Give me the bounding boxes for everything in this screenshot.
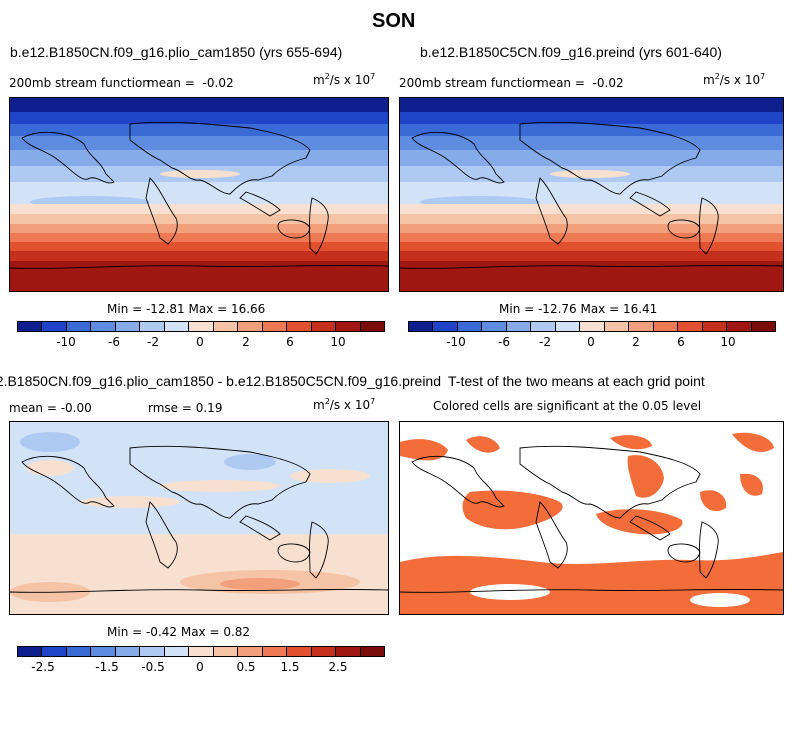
- colorbar-swatch: [18, 322, 43, 331]
- colorbar-swatch: [482, 322, 507, 331]
- difference-map: [10, 422, 388, 614]
- colorbar-swatch: [727, 322, 752, 331]
- colorbar-swatch: [457, 322, 483, 331]
- panel3-map: [9, 421, 389, 615]
- colorbar-swatch: [18, 647, 43, 656]
- colorbar-swatch: [91, 322, 116, 331]
- colorbar-swatch: [360, 322, 385, 331]
- colorbar-tick: 0: [587, 335, 595, 349]
- panel2-title: b.e12.B1850C5CN.f09_g16.preind (yrs 601-…: [420, 44, 722, 60]
- colorbar-abs-1: [17, 321, 385, 332]
- panel1-minmax: Min = -12.81 Max = 16.66: [107, 302, 266, 316]
- colorbar-tick: 2: [632, 335, 640, 349]
- panel2-variable: 200mb stream function: [399, 76, 540, 90]
- colorbar-swatch: [336, 647, 361, 656]
- colorbar-swatch: [164, 322, 190, 331]
- colorbar-swatch: [751, 322, 776, 331]
- significance-map: [400, 422, 783, 614]
- colorbar-swatch: [42, 322, 67, 331]
- colorbar-swatch: [140, 322, 165, 331]
- colorbar-tick: 0: [196, 335, 204, 349]
- colorbar-swatch: [702, 322, 728, 331]
- panel3-minmax: Min = -0.42 Max = 0.82: [107, 625, 251, 639]
- panel3-title: b.e12.B1850CN.f09_g16.plio_cam1850 - b.e…: [0, 373, 441, 389]
- colorbar-tick: 1.5: [280, 660, 300, 674]
- colorbar-swatch: [433, 322, 458, 331]
- panel2-mean: mean = -0.02: [537, 76, 624, 90]
- colorbar-swatch: [42, 647, 67, 656]
- stream-function-map: [10, 98, 388, 291]
- colorbar-swatch: [580, 322, 605, 331]
- panel3-units: m2/s x 107: [313, 397, 376, 412]
- colorbar-swatch: [213, 647, 239, 656]
- colorbar-swatch: [115, 647, 141, 656]
- colorbar-swatch: [311, 647, 337, 656]
- colorbar-tick: 2: [242, 335, 250, 349]
- colorbar-abs-2: [408, 321, 776, 332]
- colorbar-tick: -10: [446, 335, 466, 349]
- colorbar-swatch: [213, 322, 239, 331]
- colorbar-swatch: [189, 322, 214, 331]
- colorbar-swatch: [262, 647, 288, 656]
- figure-title: SON: [372, 10, 416, 32]
- colorbar-swatch: [604, 322, 630, 331]
- colorbar-swatch: [238, 647, 263, 656]
- colorbar-diff: [17, 646, 385, 657]
- panel3-title-clip: b.e12.B1850CN.f09_g16.plio_cam1850 - b.e…: [0, 370, 441, 390]
- colorbar-swatch: [506, 322, 532, 331]
- colorbar-tick: 6: [286, 335, 294, 349]
- panel1-map: [9, 97, 389, 292]
- panel1-variable: 200mb stream function: [9, 76, 150, 90]
- colorbar-swatch: [531, 322, 556, 331]
- colorbar-swatch: [91, 647, 116, 656]
- colorbar-swatch: [287, 322, 312, 331]
- colorbar-tick: -6: [108, 335, 120, 349]
- colorbar-tick: 0.5: [236, 660, 256, 674]
- colorbar-swatch: [164, 647, 190, 656]
- colorbar-swatch: [262, 322, 288, 331]
- colorbar-tick: -2: [539, 335, 551, 349]
- panel4-subtitle: Colored cells are significant at the 0.0…: [433, 399, 702, 413]
- colorbar-tick: -10: [56, 335, 76, 349]
- colorbar-swatch: [238, 322, 263, 331]
- colorbar-tick: -6: [498, 335, 510, 349]
- colorbar-tick: -2.5: [31, 660, 55, 674]
- colorbar-swatch: [555, 322, 581, 331]
- colorbar-swatch: [66, 647, 92, 656]
- panel3-rmse: rmse = 0.19: [148, 401, 223, 415]
- colorbar-tick: 6: [677, 335, 685, 349]
- colorbar-swatch: [360, 647, 385, 656]
- colorbar-swatch: [678, 322, 703, 331]
- panel1-mean: mean = -0.02: [147, 76, 234, 90]
- colorbar-swatch: [653, 322, 679, 331]
- panel3-mean: mean = -0.00: [9, 401, 92, 415]
- colorbar-swatch: [189, 647, 214, 656]
- colorbar-swatch: [115, 322, 141, 331]
- colorbar-swatch: [336, 322, 361, 331]
- colorbar-swatch: [409, 322, 434, 331]
- colorbar-tick: 10: [330, 335, 346, 349]
- panel4-map: [399, 421, 784, 615]
- colorbar-tick: 2.5: [328, 660, 348, 674]
- panel2-minmax: Min = -12.76 Max = 16.41: [499, 302, 658, 316]
- panel2-map: [399, 97, 784, 292]
- colorbar-swatch: [311, 322, 337, 331]
- colorbar-tick: -2: [147, 335, 159, 349]
- panel1-title: b.e12.B1850CN.f09_g16.plio_cam1850 (yrs …: [10, 44, 343, 60]
- colorbar-tick: -1.5: [95, 660, 119, 674]
- colorbar-tick: 10: [720, 335, 736, 349]
- colorbar-swatch: [287, 647, 312, 656]
- colorbar-tick: 0: [196, 660, 204, 674]
- panel4-title: T-test of the two means at each grid poi…: [448, 373, 705, 389]
- colorbar-swatch: [629, 322, 654, 331]
- stream-function-map: [400, 98, 783, 291]
- colorbar-swatch: [140, 647, 165, 656]
- colorbar-tick: -0.5: [141, 660, 165, 674]
- panel2-units: m2/s x 107: [703, 72, 766, 87]
- colorbar-swatch: [66, 322, 92, 331]
- panel1-units: m2/s x 107: [313, 72, 376, 87]
